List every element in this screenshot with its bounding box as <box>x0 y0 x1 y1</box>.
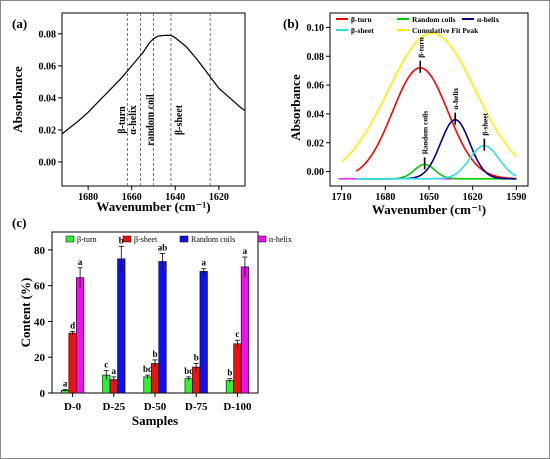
panel-c-ytick-label: 60 <box>34 281 46 293</box>
panel-b-legend-label: Random coils <box>412 15 456 24</box>
panel-c-legend-label: β-turn <box>77 235 97 244</box>
panel-c-legend-label: α-helix <box>269 235 292 244</box>
panel-c-significance-letter: a <box>243 246 248 256</box>
panel-b-xtick-label: 1650 <box>419 192 439 203</box>
panel-b-ytick-label: 0.04 <box>307 109 325 120</box>
panel-c-xtick-label: D-75 <box>185 401 208 413</box>
panel-c-bar <box>184 378 193 394</box>
panel-c-significance-letter: a <box>201 258 206 268</box>
panel-c-significance-letter: d <box>70 320 75 330</box>
panel-c-xlabel: Samples <box>132 413 178 428</box>
panel-a-annotation: β-turn <box>117 106 128 134</box>
panel-c-bar <box>225 380 234 394</box>
panel-a-xtick-label: 1640 <box>165 192 185 203</box>
panel-c-significance-letter: c <box>235 329 239 339</box>
panel-c-significance-letter: a <box>63 378 68 388</box>
panel-b-plot-frame <box>329 12 529 187</box>
panel-b-series-line-4 <box>341 32 517 163</box>
panel-label-b: (b) <box>283 16 299 31</box>
panel-c-bar <box>199 271 208 394</box>
panel-b-peak-annotation: β-turn <box>416 36 425 57</box>
panel-a-ylabel: Absorbance <box>10 66 25 133</box>
panel-c-significance-letter: bc <box>184 366 193 376</box>
panel-b-xtick-label: 1620 <box>463 192 483 203</box>
panel-b-legend-label: β-turn <box>351 15 372 24</box>
panel-c-bar <box>240 266 249 394</box>
panel-c-bar <box>68 332 77 394</box>
panel-c-significance-letter: a <box>112 366 117 376</box>
panel-b-ytick-label: 0.02 <box>307 138 325 149</box>
panel-b-legend-label: α-helix <box>477 15 499 24</box>
panel-a-xtick-label: 1660 <box>122 192 142 203</box>
panel-b-series-line-3 <box>356 144 517 180</box>
panel-c-bar <box>233 343 242 394</box>
panel-c-legend-label: β-sheet <box>134 235 158 244</box>
panel-b-ytick-label: 0.00 <box>307 167 325 178</box>
panel-b-xtick-label: 1590 <box>506 192 526 203</box>
panel-a-ytick-label: 0.04 <box>39 93 57 104</box>
panel-c-xtick-label: D-100 <box>223 401 252 413</box>
panel-a-ytick-label: 0.00 <box>39 157 57 168</box>
panel-b-xtick-label: 1710 <box>332 192 352 203</box>
panel-a-annotation: random coil <box>146 94 157 146</box>
panel-c-significance-letter: b <box>194 352 199 362</box>
panel-c-significance-letter: b <box>119 235 124 245</box>
panel-a-xlabel: Wavenumber (cm⁻¹) <box>96 199 210 214</box>
panel-b-ytick-label: 0.06 <box>307 81 325 92</box>
panel-b-ylabel: Absorbance <box>288 74 303 141</box>
panel-c-significance-letter: b <box>152 349 157 359</box>
panel-b-peak-annotation: Random coils <box>421 111 430 155</box>
panel-c-legend-swatch <box>122 235 132 243</box>
panel-c-significance-letter: a <box>78 257 83 267</box>
panel-c-bar <box>143 376 152 394</box>
panel-c-legend-swatch <box>179 235 189 243</box>
panel-c-significance-letter: c <box>104 360 108 370</box>
panel-c-bar <box>117 258 126 394</box>
panel-b-legend-label: β-sheet <box>351 26 374 35</box>
panel-label-a: (a) <box>12 16 27 31</box>
panel-c-significance-letter: bc <box>143 364 152 374</box>
panel-c-xtick-label: D-0 <box>64 401 82 413</box>
panel-c-ytick-label: 20 <box>34 352 46 364</box>
panel-c-ytick-label: 40 <box>34 316 46 328</box>
panel-c-ylabel: Content (%) <box>18 278 33 348</box>
panel-b-peak-annotation: β-sheet <box>480 112 489 135</box>
panel-a-series-line <box>61 34 246 135</box>
panel-c-significance-letter: ab <box>158 242 168 252</box>
panel-a-xtick-label: 1620 <box>209 192 229 203</box>
panel-c-legend-swatch <box>257 235 267 243</box>
panel-c-legend-swatch <box>65 235 75 243</box>
panel-b-peak-annotation: α-helix <box>451 87 460 109</box>
panel-b-ytick-label: 0.10 <box>307 23 325 34</box>
panel-b-xtick-label: 1680 <box>375 192 395 203</box>
panel-a-annotation: α-helix <box>128 105 139 134</box>
panel-c-ytick-label: 0 <box>40 388 46 400</box>
panel-a-annotation: β-sheet <box>174 104 185 135</box>
panel-c-xtick-label: D-25 <box>102 401 125 413</box>
panel-b-xlabel: Wavenumber (cm⁻¹) <box>372 202 486 217</box>
panel-c-bar <box>76 277 85 394</box>
panel-a-ytick-label: 0.06 <box>39 61 57 72</box>
panel-c-ytick-label: 80 <box>34 245 46 257</box>
panel-b-ytick-label: 0.08 <box>307 52 325 63</box>
panel-c-legend-label: Random coils <box>191 235 235 244</box>
panel-c-bar <box>158 261 167 394</box>
panel-label-c: (c) <box>12 215 26 230</box>
panel-b-series-line-0 <box>355 66 517 180</box>
panel-b-legend-label: Cumulative Fit Peak <box>412 26 479 35</box>
panel-a-ytick-label: 0.08 <box>39 29 57 40</box>
panel-c-significance-letter: b <box>227 368 232 378</box>
panel-c-xtick-label: D-50 <box>144 401 167 413</box>
panel-c-bar <box>150 363 160 394</box>
panel-c-bar <box>192 366 201 394</box>
panel-a-xtick-label: 1680 <box>78 192 98 203</box>
panel-a-ytick-label: 0.02 <box>39 125 57 136</box>
